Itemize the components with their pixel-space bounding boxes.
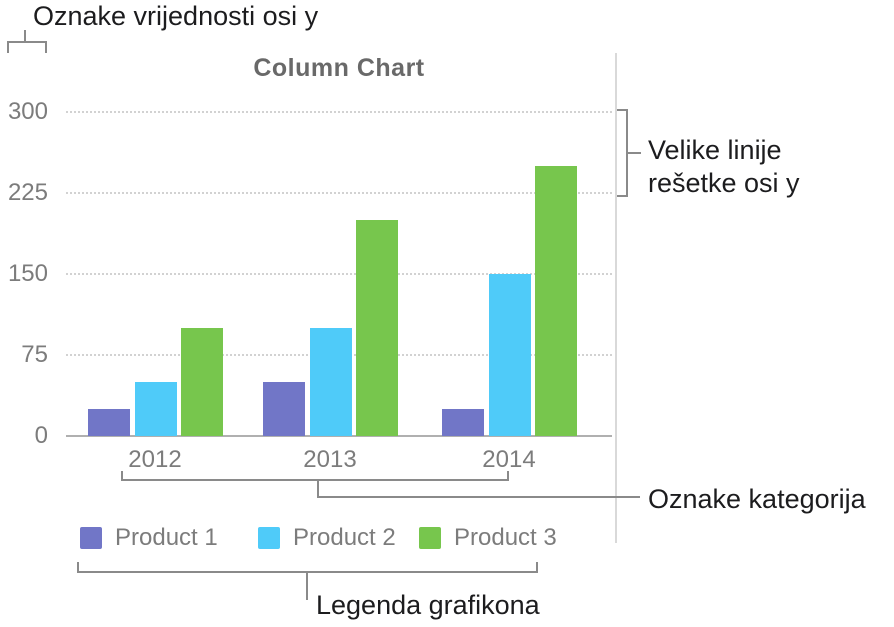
- annotation-category-labels: Oznake kategorija: [648, 484, 866, 514]
- bar-product-2-2013: [310, 328, 352, 436]
- callout-bracket-y-value-labels-icon: [7, 30, 47, 53]
- y-axis-tick-label-75: 75: [21, 341, 48, 368]
- annotation-y-value-labels: Oznake vrijednosti osi y: [33, 1, 319, 31]
- legend-label: Product 3: [454, 524, 557, 551]
- callout-bracket-category-labels-icon: [121, 471, 640, 498]
- legend-item-product-2: Product 2: [258, 526, 396, 550]
- legend-item-product-1: Product 1: [80, 526, 218, 550]
- legend-item-product-3: Product 3: [419, 526, 557, 550]
- legend-swatch-icon: [80, 527, 102, 549]
- bar-product-1-2014: [442, 409, 484, 436]
- y-axis-tick-label-300: 300: [7, 98, 48, 125]
- legend-swatch-icon: [419, 527, 441, 549]
- bar-product-2-2012: [135, 382, 177, 436]
- callout-bracket-y-gridlines-icon: [617, 109, 641, 197]
- category-label-2013: 2013: [303, 446, 357, 473]
- legend-swatch-icon: [258, 527, 280, 549]
- chart-title: Column Chart: [253, 54, 425, 82]
- legend-label: Product 1: [115, 524, 218, 551]
- annotation-y-gridlines-line1: Velike linije: [648, 135, 782, 165]
- category-label-2014: 2014: [482, 446, 536, 473]
- bar-product-1-2012: [88, 409, 130, 436]
- annotation-y-gridlines-line2: rešetke osi y: [648, 168, 800, 198]
- y-axis-tick-label-225: 225: [7, 179, 48, 206]
- y-gridline-225: [66, 192, 612, 194]
- category-label-2012: 2012: [128, 446, 182, 473]
- annotation-y-gridlines: Velike linije rešetke osi y: [648, 134, 800, 200]
- bar-product-2-2014: [489, 274, 531, 436]
- callout-bracket-legend-icon: [77, 562, 538, 600]
- y-gridline-150: [66, 273, 612, 275]
- x-axis-line: [66, 435, 612, 437]
- bar-product-3-2012: [181, 328, 223, 436]
- legend-label: Product 2: [293, 524, 396, 551]
- y-axis-tick-label-0: 0: [34, 422, 48, 449]
- y-gridline-300: [66, 111, 612, 113]
- bar-product-1-2013: [263, 382, 305, 436]
- annotation-legend: Legenda grafikona: [316, 590, 540, 620]
- bar-product-3-2013: [356, 220, 398, 436]
- y-axis-tick-label-150: 150: [7, 260, 48, 287]
- bar-product-3-2014: [535, 166, 577, 436]
